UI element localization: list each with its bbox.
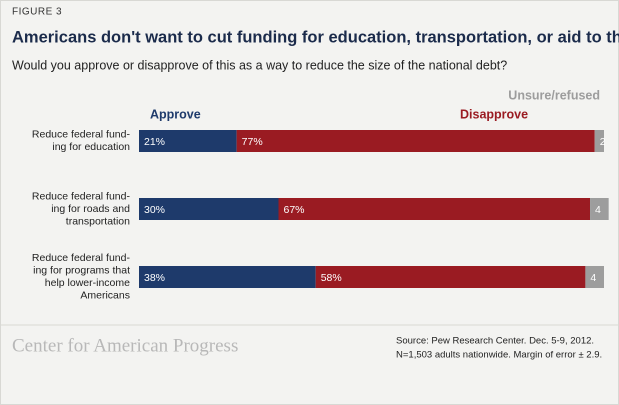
value-label: 58% [321,272,342,284]
bar-segment [139,266,316,288]
value-label: 21% [144,136,165,148]
value-label: 38% [144,272,165,284]
legend-label: Disapprove [460,107,528,121]
bar-segment [315,266,586,288]
category-label: Reduce federal fund- [32,190,131,202]
value-label: 77% [242,136,263,148]
source: Source: Pew Research Center. Dec. 5-9, 2… [396,336,594,347]
bar-segment [585,266,604,288]
legend-label: Approve [150,107,201,121]
category-label: Americans [80,290,130,302]
bar-segment [594,130,604,152]
value-label: 4 [590,272,596,284]
bar-segment [139,130,237,152]
value-label: 4 [595,204,601,216]
bar-segment [278,198,591,220]
bar-segment [139,198,279,220]
legend-label: Unsure/refused [508,88,600,102]
chart-subtitle: Would you approve or disapprove of this … [12,58,507,72]
category-label: Reduce federal fund- [32,252,131,264]
chart-title: Americans don't want to cut funding for … [12,28,619,46]
value-label: 30% [144,204,165,216]
category-label: transportation [66,215,130,227]
category-label: help lower-income [45,277,130,289]
logo: Center for American Progress [12,335,238,356]
bar-segment [236,130,595,152]
bar-segment [590,198,609,220]
source: N=1,503 adults nationwide. Margin of err… [396,350,602,361]
category-label: Reduce federal fund- [32,129,131,141]
value-label: 2 [600,136,606,148]
value-label: 67% [284,204,305,216]
category-label: ing for programs that [33,265,130,277]
figure-label: FIGURE 3 [12,7,62,18]
category-label: ing for roads and [51,203,130,215]
category-label: ing for education [52,141,130,153]
